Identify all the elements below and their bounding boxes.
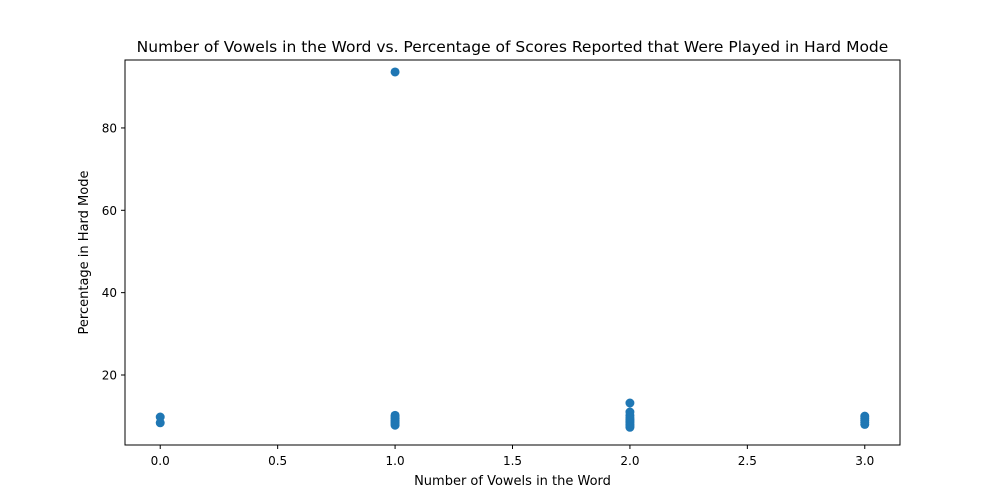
x-tick-label: 1.5 [503, 454, 522, 468]
x-tick-label: 0.0 [151, 454, 170, 468]
x-axis-label: Number of Vowels in the Word [414, 474, 611, 489]
x-tick-label: 2.5 [738, 454, 757, 468]
y-tick-label: 60 [102, 204, 117, 218]
chart-title: Number of Vowels in the Word vs. Percent… [137, 38, 889, 56]
data-point [390, 420, 400, 430]
data-point [860, 419, 870, 429]
y-tick-label: 80 [102, 121, 117, 135]
x-tick-label: 3.0 [855, 454, 874, 468]
data-point [625, 422, 635, 432]
data-point [155, 418, 165, 428]
x-tick-label: 0.5 [268, 454, 287, 468]
data-point [390, 67, 400, 77]
y-tick-label: 40 [102, 286, 117, 300]
x-tick-label: 2.0 [620, 454, 639, 468]
data-point [625, 398, 635, 408]
x-tick-label: 1.0 [386, 454, 405, 468]
data-points [155, 67, 870, 432]
x-axis-ticks: 0.0 0.5 1.0 1.5 2.0 2.5 3.0 [151, 445, 874, 468]
y-axis-ticks: 20 40 60 80 [102, 121, 125, 383]
y-tick-label: 20 [102, 369, 117, 383]
y-axis-label: Percentage in Hard Mode [77, 171, 92, 335]
